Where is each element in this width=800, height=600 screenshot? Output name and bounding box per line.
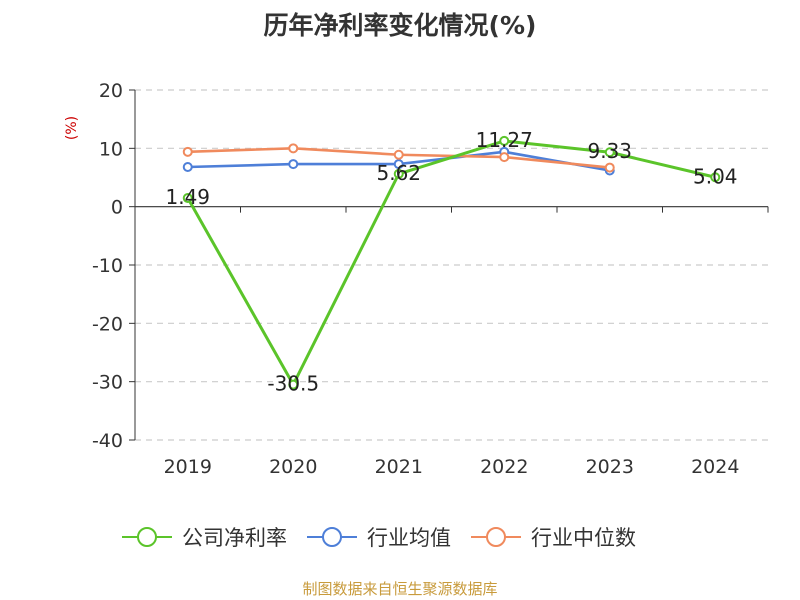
data-point — [604, 162, 615, 173]
y-tick-label: 10 — [99, 138, 123, 160]
x-tick-label: 2021 — [375, 456, 423, 478]
grid-lines — [135, 89, 768, 441]
legend-label: 公司净利率 — [182, 526, 287, 550]
x-tick-labels: 2019 2020 2021 2022 2023 2024 — [164, 456, 740, 478]
data-point — [710, 172, 721, 183]
data-label: 1.49 — [165, 185, 210, 209]
data-label: 5.62 — [376, 161, 421, 185]
data-point — [288, 143, 299, 154]
data-point — [499, 135, 510, 146]
y-tick-label: -40 — [92, 430, 123, 452]
data-point — [393, 159, 404, 170]
y-tick-label: 20 — [99, 80, 123, 102]
data-point — [182, 162, 193, 172]
data-label: 9.33 — [587, 139, 632, 163]
data-point — [393, 149, 404, 160]
legend-label: 行业均值 — [367, 526, 451, 550]
y-tick-label: -30 — [92, 372, 123, 394]
y-tick-label: 0 — [111, 197, 123, 219]
data-point — [604, 147, 615, 158]
data-point — [182, 146, 193, 157]
data-source-note: 制图数据来自恒生聚源数据库 — [302, 580, 498, 598]
data-label: -30.5 — [267, 372, 319, 396]
data-point — [499, 152, 510, 163]
x-tick-label: 2022 — [480, 456, 528, 478]
legend-marker — [322, 527, 342, 547]
legend: 公司净利率 行业均值 行业中位数 — [122, 526, 636, 550]
x-tick-label: 2024 — [691, 456, 739, 478]
series-points — [182, 135, 721, 390]
data-labels: 1.49 -30.5 5.62 11.27 9.33 5.04 — [165, 128, 737, 396]
legend-marker — [137, 527, 157, 547]
legend-marker — [486, 527, 506, 547]
axes — [129, 89, 769, 441]
data-label: 11.27 — [476, 128, 533, 152]
x-tick-label: 2019 — [164, 456, 212, 478]
legend-label: 行业中位数 — [531, 526, 636, 550]
y-tick-label: -20 — [92, 313, 123, 335]
x-tick-label: 2023 — [586, 456, 634, 478]
data-point — [182, 192, 193, 203]
series-lines — [186, 139, 717, 387]
data-point — [288, 379, 299, 390]
y-tick-label: -10 — [92, 255, 123, 277]
series-line — [186, 139, 717, 387]
y-tick-labels: 20 10 0 -10 -20 -30 -40 — [92, 80, 123, 452]
data-label: 5.04 — [693, 164, 738, 188]
chart-title: 历年净利率变化情况(%) — [263, 11, 537, 40]
x-tick-label: 2020 — [269, 456, 317, 478]
data-point — [288, 159, 299, 170]
y-axis-label: (%) — [64, 116, 80, 140]
data-point — [393, 168, 404, 179]
